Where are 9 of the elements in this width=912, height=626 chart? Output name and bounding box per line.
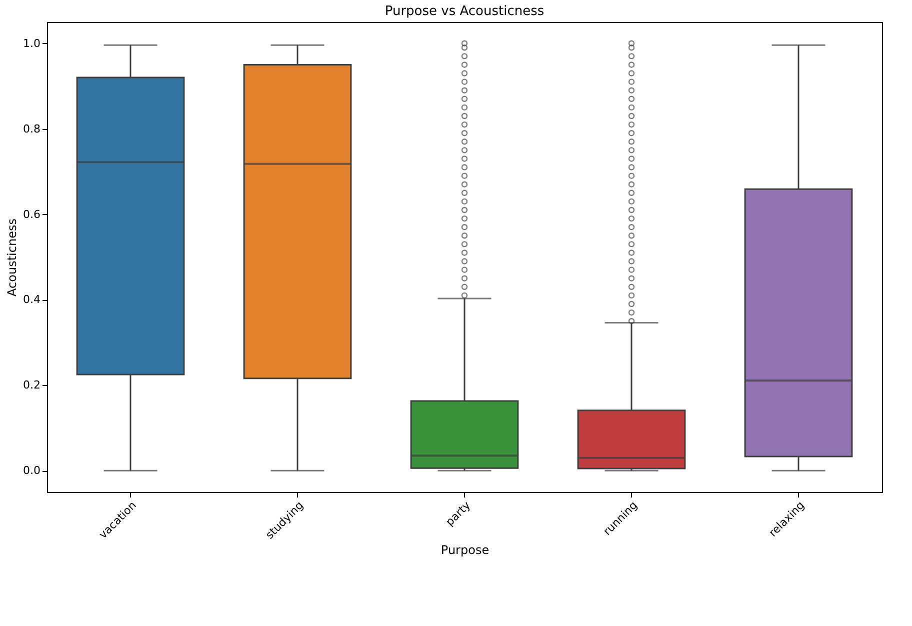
y-tick-label: 0.0 — [23, 464, 40, 478]
y-tick-label: 0.2 — [23, 378, 40, 392]
y-tick-label: 0.6 — [23, 208, 40, 221]
y-tick-label: 0.4 — [23, 293, 40, 306]
chart-title: Purpose vs Acousticness — [384, 4, 544, 19]
y-axis-title: Acousticness — [5, 218, 20, 296]
y-tick-label: 0.8 — [23, 122, 40, 136]
x-axis-title: Purpose — [440, 542, 490, 557]
y-tick-label: 1.0 — [23, 36, 40, 50]
